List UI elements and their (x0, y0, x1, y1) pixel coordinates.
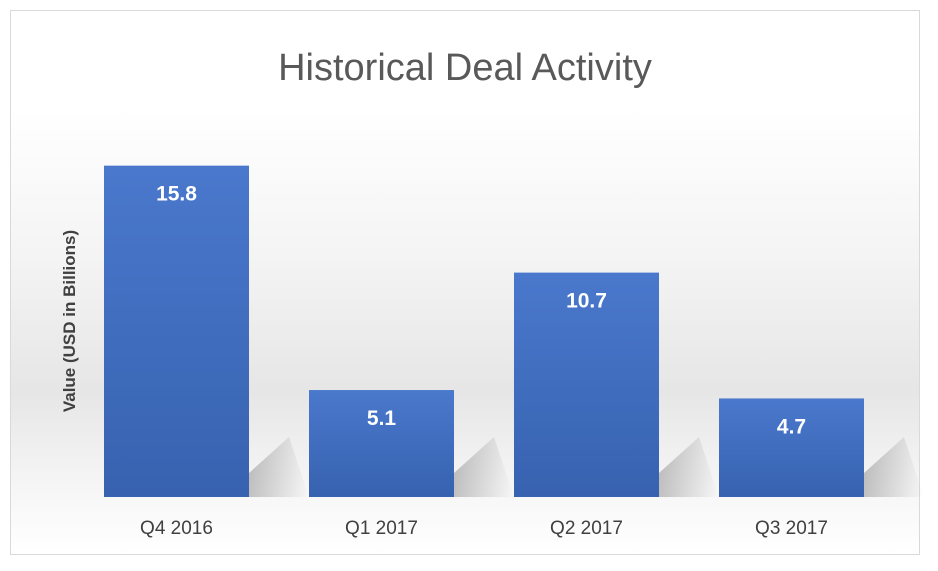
bar-shadow (249, 437, 309, 497)
bar-q4-2016 (104, 165, 249, 497)
data-label: 4.7 (777, 415, 806, 438)
bar-q2-2017 (514, 272, 659, 497)
data-label: 15.8 (156, 183, 197, 206)
data-label: 5.1 (367, 407, 397, 430)
x-tick-label: Q2 2017 (550, 518, 623, 539)
bar-shadow (454, 437, 514, 497)
data-label: 10.7 (566, 290, 607, 313)
x-tick-label: Q4 2016 (140, 518, 213, 539)
bar-shadow (864, 437, 924, 497)
bar-q1-2017 (309, 390, 454, 497)
chart-title: Historical Deal Activity (278, 47, 652, 89)
bar-shadow (659, 437, 719, 497)
x-tick-label: Q3 2017 (755, 518, 828, 539)
x-tick-label: Q1 2017 (345, 518, 418, 539)
bar-q3-2017 (719, 398, 864, 497)
